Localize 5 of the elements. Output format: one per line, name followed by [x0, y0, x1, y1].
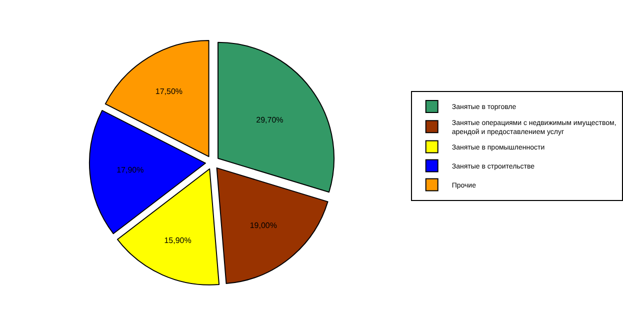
data-label: 17,90% [116, 166, 144, 175]
data-label: 19,00% [250, 221, 277, 230]
data-label: 15,90% [164, 236, 192, 246]
data-label: 29,70% [256, 116, 284, 125]
data-label: 17,50% [155, 87, 183, 96]
